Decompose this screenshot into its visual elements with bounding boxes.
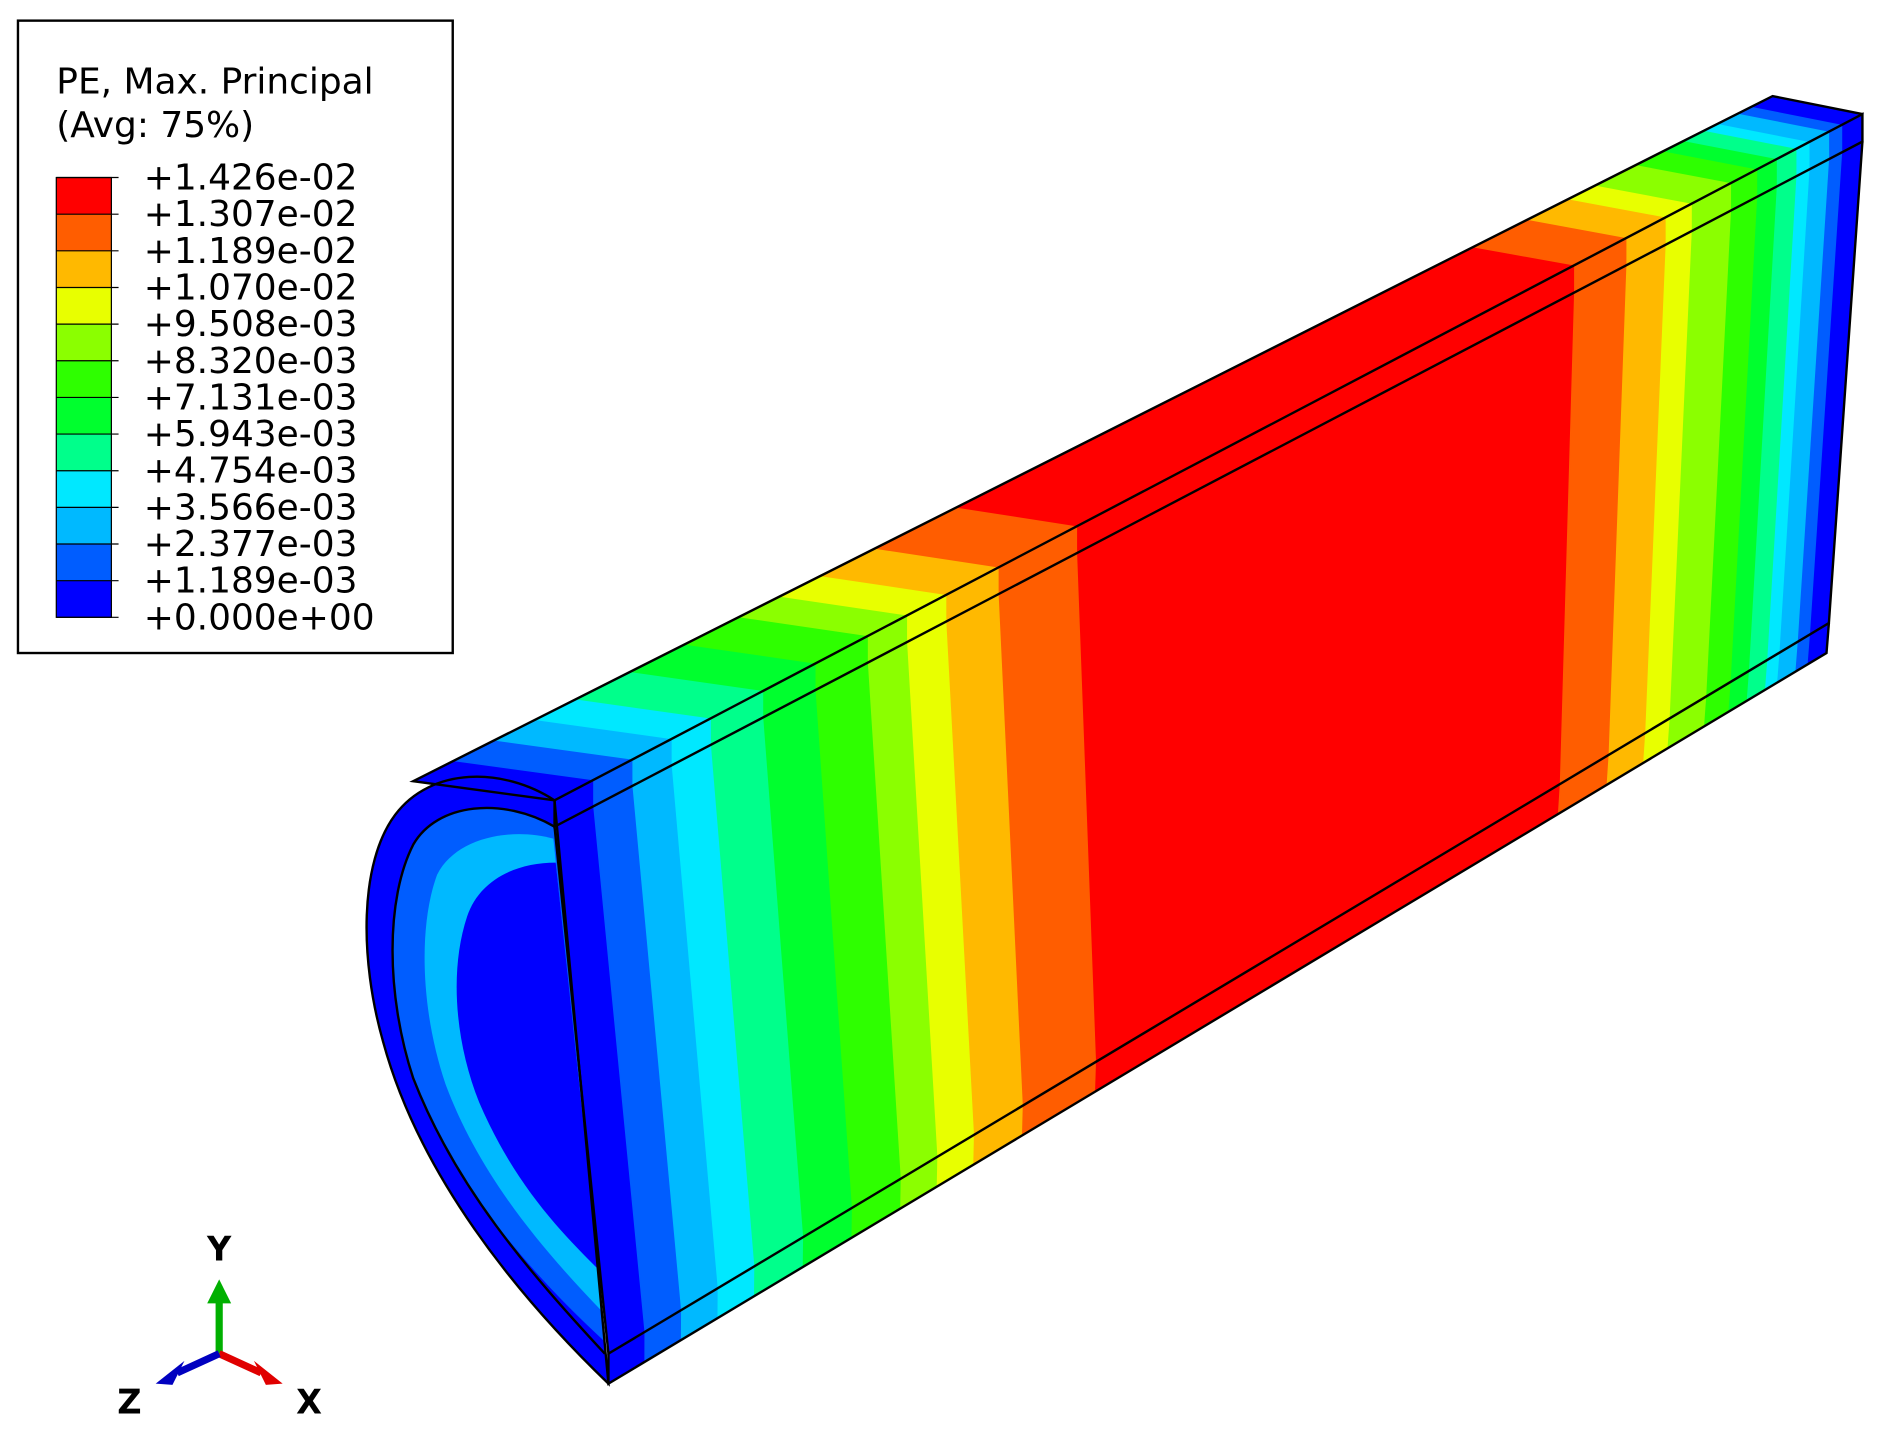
legend-level: +4.754e-03 (144, 451, 358, 492)
z-axis-label: Z (117, 1383, 141, 1422)
model (411, 95, 1865, 1385)
x-arrow-head (253, 1360, 283, 1385)
x-axis-label: X (296, 1383, 322, 1422)
legend-swatch (56, 324, 112, 361)
y-axis-label: Y (206, 1229, 232, 1268)
legend-level: +1.307e-02 (144, 194, 358, 235)
legend-level: +1.070e-02 (144, 267, 358, 308)
edge (409, 94, 1863, 802)
legend-level: +5.943e-03 (144, 414, 358, 455)
y-arrow-head (207, 1279, 232, 1304)
z-arrow-head (155, 1360, 185, 1385)
legend-swatch (56, 214, 112, 251)
legend-title: PE, Max. Principal (56, 62, 373, 103)
cap-region (456, 862, 599, 1270)
legend-bar: +1.426e-02+1.307e-02+1.189e-02+1.070e-02… (55, 158, 375, 638)
legend-swatch (56, 434, 112, 471)
legend-level: +2.377e-03 (144, 524, 358, 565)
axis-triad: Y X Z (117, 1229, 322, 1421)
cap-outline (365, 775, 610, 1387)
edge (553, 112, 1864, 829)
z-axis-arrow (175, 1350, 221, 1377)
edge (607, 622, 1831, 1386)
legend-swatch (56, 250, 112, 288)
x-axis-arrow (217, 1350, 263, 1377)
legend-level: +1.426e-02 (144, 158, 358, 199)
legend: PE, Max. Principal (Avg: 75%) +1.426e-02… (16, 19, 454, 655)
legend-swatch (56, 287, 112, 325)
cap-inner-edge (391, 806, 606, 1355)
legend-level: +0.000e+00 (144, 597, 375, 638)
legend-swatch (56, 470, 112, 508)
legend-swatch (56, 177, 112, 215)
model-edges (409, 94, 1864, 1386)
legend-swatch (56, 397, 112, 435)
legend-level: +7.131e-03 (144, 377, 358, 418)
legend-level: +3.566e-03 (144, 487, 358, 528)
legend-swatch (56, 544, 112, 581)
legend-level: +8.320e-03 (144, 341, 358, 382)
legend-swatch (56, 507, 112, 545)
legend-level: +1.189e-03 (144, 561, 358, 602)
edge (553, 141, 1864, 1356)
legend-level: +1.189e-02 (144, 231, 358, 272)
legend-swatch (56, 580, 112, 618)
legend-swatch (56, 360, 112, 398)
legend-level: +9.508e-03 (144, 304, 358, 345)
legend-subtitle: (Avg: 75%) (56, 105, 254, 146)
end-cap (365, 775, 610, 1387)
